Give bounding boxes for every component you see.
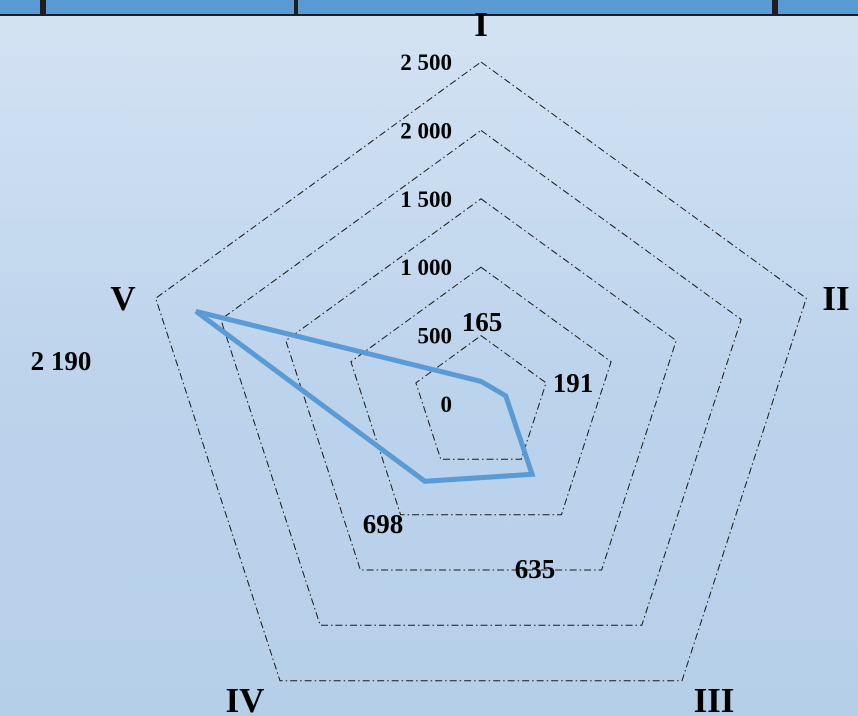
grid-ring-2000 (220, 129, 742, 626)
grid-ring-500 (415, 334, 547, 460)
data-label-IV: 698 (363, 509, 404, 539)
grid-ring-2500 (155, 61, 807, 682)
axis-label-III: III (694, 681, 735, 716)
axis-label-II: II (822, 279, 849, 318)
tick-label-2000: 2 000 (400, 118, 452, 143)
table-cell-left (0, 0, 40, 14)
table-cell-1 (46, 0, 294, 14)
tick-label-0: 0 (441, 392, 453, 417)
tick-label-2500: 2 500 (400, 50, 452, 75)
data-label-III: 635 (515, 554, 556, 584)
axis-label-IV: IV (226, 681, 265, 716)
data-label-I: 165 (462, 307, 503, 337)
axis-label-V: V (110, 279, 135, 318)
series-line-0 (194, 308, 536, 484)
table-cell-2 (298, 0, 772, 14)
grid-ring-1000 (350, 266, 612, 516)
table-strip-top (0, 0, 858, 16)
grid-ring-1500 (285, 198, 677, 571)
radar-grid (155, 61, 807, 682)
radar-series (194, 308, 536, 484)
table-cell-3 (778, 0, 858, 14)
data-label-II: 191 (553, 368, 594, 398)
data-label-V: 2 190 (31, 346, 92, 376)
tick-label-1500: 1 500 (400, 187, 452, 212)
tick-label-1000: 1 000 (400, 255, 452, 280)
tick-label-500: 500 (418, 324, 453, 349)
axis-label-I: I (474, 5, 488, 44)
